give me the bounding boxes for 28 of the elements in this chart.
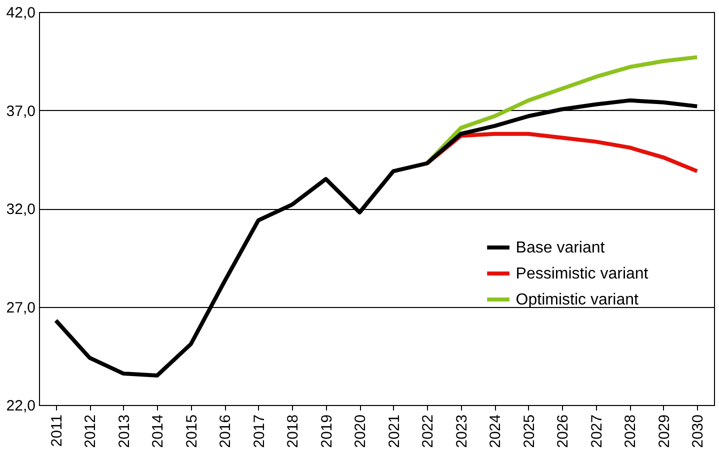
x-tick-label: 2030: [690, 414, 707, 448]
x-tick-label: 2027: [588, 414, 606, 448]
x-tick-label: 2022: [420, 414, 437, 448]
x-tick-label: 2016: [217, 414, 234, 448]
x-tick-label: 2023: [453, 414, 470, 448]
x-tick-label: 2014: [150, 414, 167, 448]
x-tick-label: 2013: [116, 414, 133, 448]
x-tick-label: 2020: [352, 414, 370, 448]
y-tick-label: 22,0: [6, 398, 36, 414]
x-tick-label: 2018: [284, 414, 302, 448]
x-tick-label: 2024: [487, 414, 504, 448]
x-tick-label: 2012: [82, 414, 100, 448]
x-tick-label: 2019: [318, 414, 336, 448]
x-tick-label: 2025: [520, 414, 538, 448]
y-tick-label: 42,0: [6, 4, 36, 22]
y-tick-label: 27,0: [6, 299, 36, 316]
legend-label: Pessimistic variant: [516, 265, 649, 282]
x-tick-label: 2011: [48, 414, 66, 447]
x-tick-label: 2029: [656, 414, 673, 448]
x-tick-label: 2026: [554, 414, 572, 448]
x-tick-label: 2017: [250, 414, 268, 448]
x-tick-label: 2028: [622, 414, 640, 448]
y-tick-label: 32,0: [6, 201, 36, 218]
legend-label: Base variant: [516, 239, 606, 256]
x-tick-label: 2015: [183, 414, 200, 448]
legend-label: Optimistic variant: [516, 291, 640, 308]
y-tick-label: 37,0: [6, 102, 36, 120]
x-tick-label: 2021: [386, 414, 403, 448]
